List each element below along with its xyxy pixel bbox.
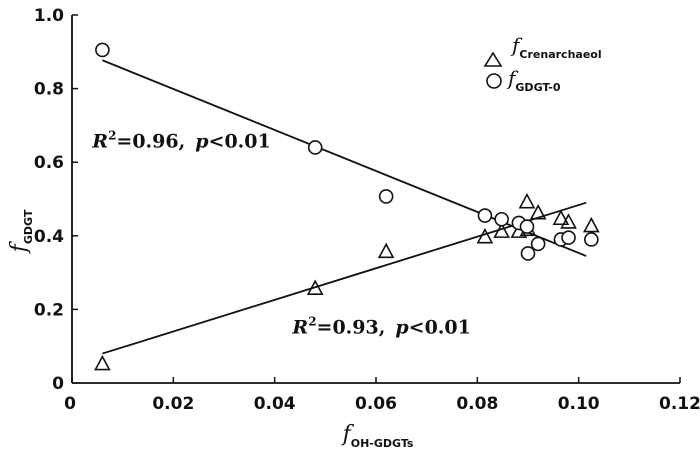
annotation-cren-r-sup: 2: [308, 314, 316, 328]
annotation-crenarchaeol: R2=0.93, p<0.01: [291, 314, 470, 338]
y-axis-title: fGDGT: [7, 209, 35, 254]
annotation-gdgt0-r-sup: 2: [108, 128, 116, 142]
annotation-gdgt0-p-value: <0.01: [209, 130, 271, 152]
x-axis-title: fOH-GDGTs: [341, 422, 414, 450]
x-axis-title-sub: OH-GDGTs: [351, 437, 414, 450]
fit-line-crenarchaeol: [102, 201, 587, 355]
triangle-point: [529, 204, 547, 220]
legend: fCrenarchaeol fGDGT-0: [483, 33, 602, 94]
circle-point: [95, 42, 110, 58]
annotation-cren-r-value: =0.93,: [317, 316, 386, 338]
data-markers: [94, 42, 600, 371]
x-tick-label: 0.10: [558, 394, 600, 414]
y-tick-label: 0.4: [34, 227, 64, 247]
annotation-gdgt0-r: R: [91, 130, 108, 152]
circle-point: [530, 236, 546, 252]
fit-lines: [102, 59, 587, 355]
triangle-point: [476, 227, 494, 244]
triangle-point: [552, 209, 570, 226]
circle-point: [561, 230, 576, 245]
x-tick-label: 0.08: [456, 394, 498, 414]
x-tick-label: 0.12: [659, 394, 700, 414]
circle-point: [307, 140, 323, 155]
triangle-point: [493, 222, 510, 238]
circle-point: [494, 211, 509, 227]
triangle-point: [582, 216, 600, 233]
triangle-point: [560, 213, 577, 229]
legend-triangle-marker: [483, 51, 503, 67]
y-tick-label: 0: [52, 374, 64, 394]
annotation-cren-p-value: <0.01: [409, 316, 471, 338]
circle-point: [378, 189, 394, 204]
y-axis-title-sub: GDGT: [22, 209, 35, 244]
legend-label-gdgt0-sub: GDGT-0: [515, 81, 560, 94]
annotation-gdgt0-r-value: =0.96,: [116, 130, 185, 152]
circle-point: [477, 208, 493, 223]
x-tick-label: 0: [64, 394, 76, 414]
triangle-point: [94, 354, 111, 371]
legend-label-crenarchaeol-sub: Crenarchaeol: [519, 48, 601, 61]
circle-point: [584, 232, 599, 247]
x-tick-label: 0.02: [152, 394, 194, 414]
legend-label-gdgt0: fGDGT-0: [506, 66, 561, 94]
circle-point: [520, 246, 536, 261]
circle-point: [519, 219, 535, 234]
y-tick-label: 0.2: [34, 300, 64, 320]
x-tick-label: 0.06: [355, 394, 397, 414]
annotation-gdgt0-p: p: [195, 130, 209, 152]
triangle-point: [518, 192, 536, 209]
legend-label-crenarchaeol: fCrenarchaeol: [510, 33, 602, 61]
axes: 0 0.02 0.04 0.06 0.08 0.10 0.12 0 0.2 0.4 0.6 0.8 1.…: [34, 6, 700, 414]
legend-circle-marker: [486, 73, 502, 89]
y-tick-label: 0.6: [34, 153, 64, 173]
regression-annotations: R2=0.96, p<0.01 R2=0.93, p<0.01: [91, 128, 471, 338]
triangle-point: [306, 279, 324, 295]
annotation-gdgt0: R2=0.96, p<0.01: [91, 128, 270, 152]
triangle-point: [377, 242, 395, 259]
annotation-cren-r: R: [291, 316, 308, 338]
y-tick-label: 1.0: [34, 6, 64, 26]
x-tick-label: 0.04: [254, 394, 296, 414]
y-tick-label: 0.8: [34, 80, 64, 100]
annotation-cren-p: p: [395, 316, 409, 338]
